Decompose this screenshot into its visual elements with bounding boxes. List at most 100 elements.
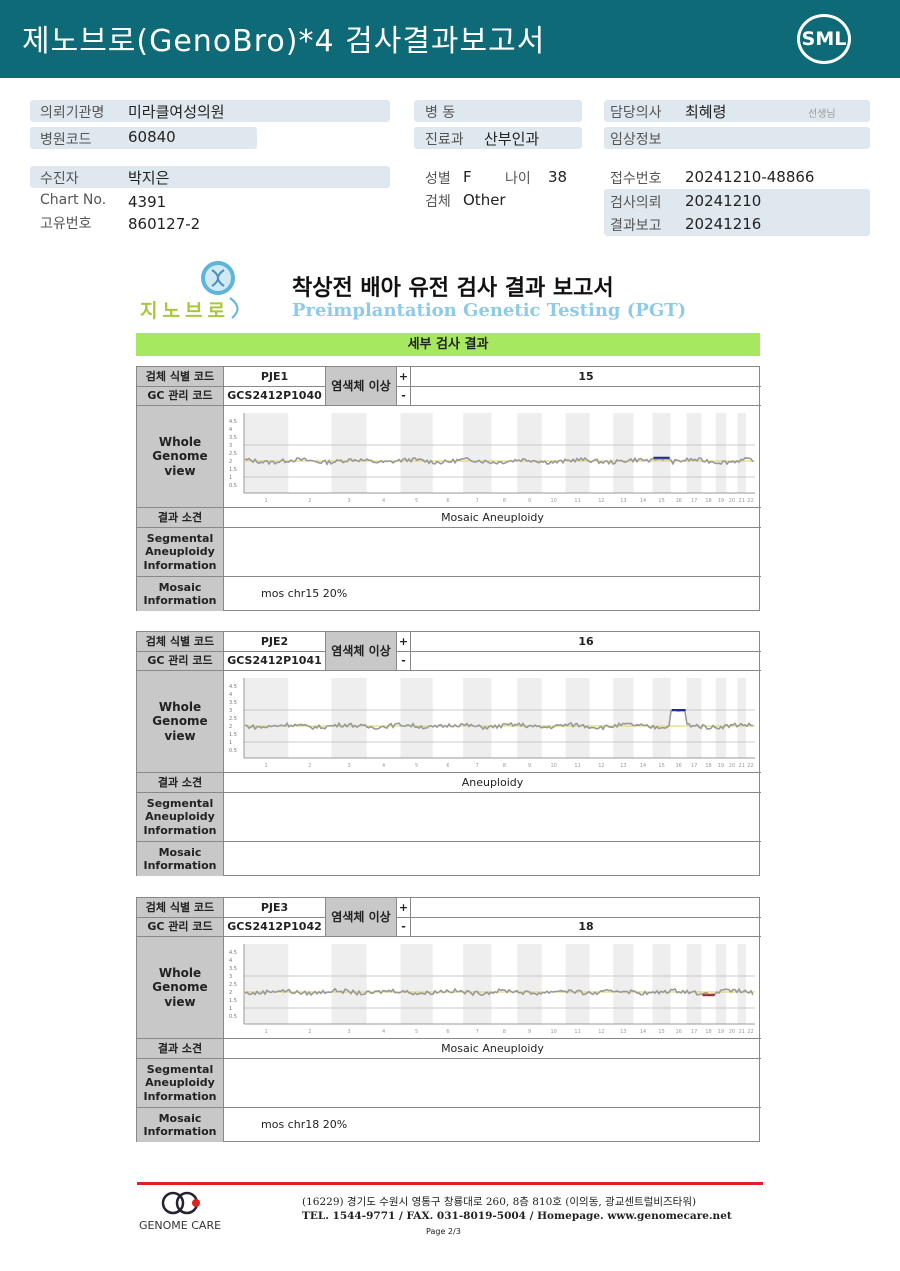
chromosome-tick-label: 7 xyxy=(475,1029,478,1035)
chromosome-tick-label: 17 xyxy=(690,763,696,769)
genome-care-logo-icon xyxy=(161,1191,200,1215)
department-label: 진료과 xyxy=(425,132,464,148)
chromosome-tick-label: 18 xyxy=(705,763,711,769)
genome-care-logo: GENOME CARE xyxy=(134,1190,226,1235)
chromosome-band xyxy=(737,677,746,758)
chromosome-tick-label: 11 xyxy=(574,763,580,769)
chromosome-band xyxy=(715,943,726,1024)
chromosome-tick-label: 15 xyxy=(658,763,664,769)
gc-code-value: GCS2412P1040 xyxy=(224,387,326,406)
chromosome-band xyxy=(686,943,701,1024)
report-date-label: 결과보고 xyxy=(610,218,662,234)
gain-sign: + xyxy=(397,632,411,652)
gc-code-label: GC 관리 코드 xyxy=(137,652,224,671)
gain-chromosomes: 16 xyxy=(411,632,761,652)
chromosome-tick-label: 2 xyxy=(308,1029,311,1035)
chromosome-band xyxy=(516,943,542,1024)
y-tick-label: 2.5 xyxy=(229,982,237,988)
report-header: 제노브로(GenoBro)*4 검사결과보고서 SML xyxy=(0,0,900,78)
segmental-value xyxy=(224,528,761,577)
copy-number-trace xyxy=(244,709,753,731)
mosaic-label: Mosaic Information xyxy=(137,842,224,876)
chromosome-tick-label: 6 xyxy=(446,498,449,504)
age-value: 38 xyxy=(548,168,568,186)
chromosome-band xyxy=(612,943,634,1024)
chromosome-tick-label: 18 xyxy=(705,1029,711,1035)
department-value: 산부인과 xyxy=(484,130,540,148)
y-tick-label: 4.5 xyxy=(229,684,237,690)
request-value: 20241210 xyxy=(685,192,762,210)
chromosome-band xyxy=(516,412,542,493)
segmental-value xyxy=(224,1059,761,1108)
specimen-code-label: 검체 식별 코드 xyxy=(137,632,224,652)
chromosome-tick-label: 2 xyxy=(308,498,311,504)
specimen-label: 검체 xyxy=(425,194,451,210)
chromosome-tick-label: 20 xyxy=(728,498,734,504)
y-tick-label: 2 xyxy=(229,459,232,465)
id-label: 고유번호 xyxy=(40,216,92,232)
chromosome-band xyxy=(565,677,590,758)
genome-plot-cell: 1 2 3 4 5 6 7 8 9 10 11 12 13 14 15 16 17 18 19 20 21 22 4.5 4 3… xyxy=(224,406,761,508)
chromosome-band xyxy=(686,677,701,758)
chromosome-tick-label: 13 xyxy=(620,763,626,769)
chromosome-tick-label: 17 xyxy=(690,1029,696,1035)
chromosome-tick-label: 15 xyxy=(658,498,664,504)
clinical-label: 임상정보 xyxy=(610,132,662,148)
y-tick-label: 4 xyxy=(229,427,232,433)
mosaic-label: Mosaic Information xyxy=(137,577,224,611)
chromosome-band xyxy=(331,677,367,758)
y-tick-label: 2.5 xyxy=(229,716,237,722)
gc-code-value: GCS2412P1041 xyxy=(224,652,326,671)
specimen-code-label: 검체 식별 코드 xyxy=(137,898,224,918)
footer-contact: TEL. 1544-9771 / FAX. 031-8019-5004 / Ho… xyxy=(302,1210,732,1222)
chromosome-tick-label: 21 xyxy=(738,1029,744,1035)
loss-chromosomes xyxy=(411,652,761,671)
y-tick-label: 1.5 xyxy=(229,998,237,1004)
footer-divider xyxy=(137,1182,763,1185)
chromosome-tick-label: 21 xyxy=(738,763,744,769)
report-title-ko: 착상전 배아 유전 검사 결과 보고서 xyxy=(292,276,614,301)
chromosome-tick-label: 19 xyxy=(717,763,723,769)
chromosome-band xyxy=(400,412,433,493)
gain-chromosomes xyxy=(411,898,761,918)
chromosome-tick-label: 22 xyxy=(747,1029,753,1035)
chromosome-tick-label: 6 xyxy=(446,1029,449,1035)
chromosome-tick-label: 6 xyxy=(446,763,449,769)
chromosome-tick-label: 4 xyxy=(382,1029,385,1035)
genome-plot-cell: 1 2 3 4 5 6 7 8 9 10 11 12 13 14 15 16 17 18 19 20 21 22 4.5 4 3… xyxy=(224,937,761,1039)
y-tick-label: 3 xyxy=(229,974,232,980)
chromosome-tick-label: 11 xyxy=(574,498,580,504)
chromosome-tick-label: 20 xyxy=(728,1029,734,1035)
chromosome-tick-label: 5 xyxy=(415,1029,418,1035)
chromosome-tick-label: 19 xyxy=(717,498,723,504)
loss-chromosomes xyxy=(411,387,761,406)
chromosome-tick-label: 3 xyxy=(347,763,350,769)
chromosome-band xyxy=(686,412,701,493)
gc-code-value: GCS2412P1042 xyxy=(224,918,326,937)
chromosome-tick-label: 8 xyxy=(502,763,505,769)
specimen-code-label: 검체 식별 코드 xyxy=(137,367,224,387)
loss-chromosomes: 18 xyxy=(411,918,761,937)
chromosome-tick-label: 17 xyxy=(690,498,696,504)
y-tick-label: 2.5 xyxy=(229,451,237,457)
chromosome-tick-label: 18 xyxy=(705,498,711,504)
chromosome-band xyxy=(652,677,671,758)
genobro-logo-text: 지노브로 xyxy=(140,300,230,322)
chromosome-band xyxy=(243,412,288,493)
y-tick-label: 1 xyxy=(229,1006,232,1012)
loss-sign: - xyxy=(397,652,411,671)
hospital-code-value: 60840 xyxy=(128,128,176,146)
segmental-label: Segmental Aneuploidy Information xyxy=(137,528,224,577)
chromosome-tick-label: 12 xyxy=(598,763,604,769)
report-title: 제노브로(GenoBro)*4 검사결과보고서 xyxy=(22,24,546,59)
chromosome-band xyxy=(652,943,671,1024)
chromosome-band xyxy=(462,677,491,758)
chromosome-abnormality-label: 염색체 이상 xyxy=(326,367,397,406)
chromosome-band xyxy=(400,943,433,1024)
age-label: 나이 xyxy=(505,171,531,187)
mosaic-value: mos chr15 20% xyxy=(261,587,348,601)
y-tick-label: 4.5 xyxy=(229,950,237,956)
y-tick-label: 3.5 xyxy=(229,435,237,441)
segmental-label: Segmental Aneuploidy Information xyxy=(137,793,224,842)
chromosome-tick-label: 2 xyxy=(308,763,311,769)
